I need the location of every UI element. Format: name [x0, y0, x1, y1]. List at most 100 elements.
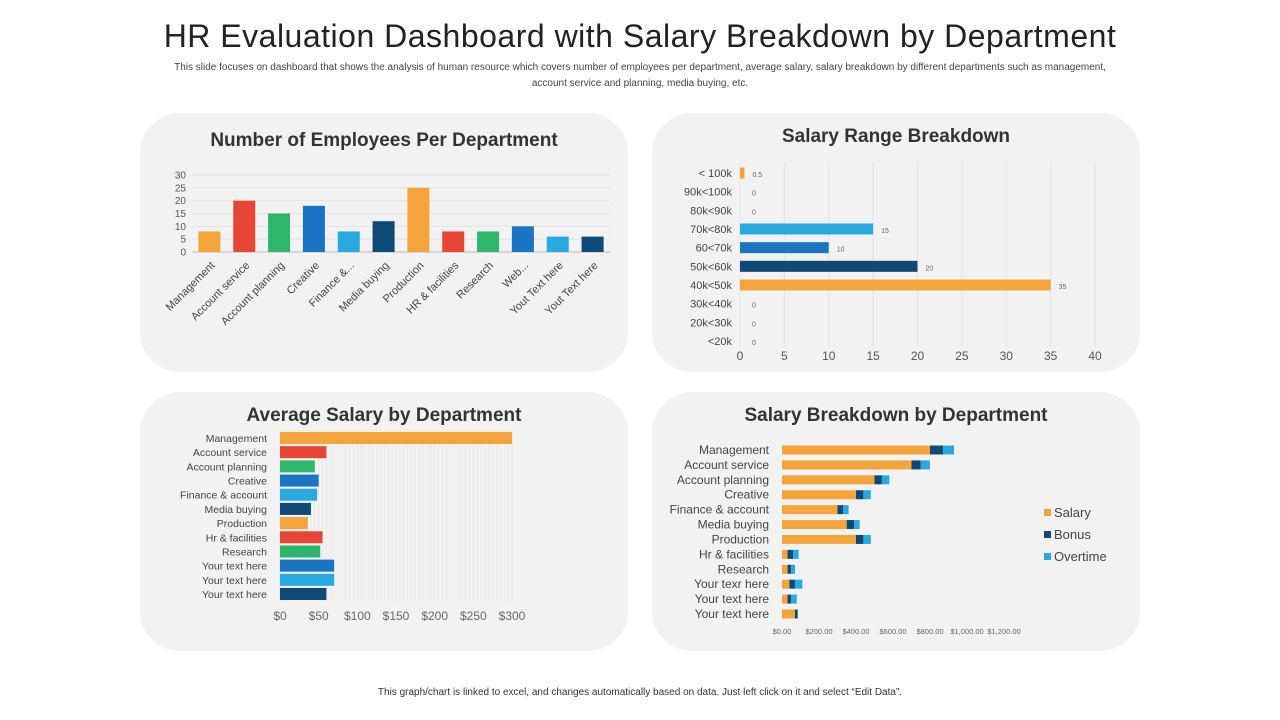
salary-breakdown-bar-segment: [930, 445, 943, 455]
salary-breakdown-x-tick: $1,000.00: [950, 627, 983, 636]
avg-salary-y-tick: Production: [217, 518, 267, 530]
employees-bar: [337, 231, 360, 252]
avg-salary-bar: [280, 474, 319, 487]
salary-breakdown-y-tick: Creative: [724, 488, 769, 502]
avg-salary-bar: [280, 573, 335, 586]
salary-breakdown-bar-segment: [874, 475, 882, 485]
salary-breakdown-chart-panel[interactable]: Salary Breakdown by Department $0.00 $200…: [652, 392, 1140, 651]
salary-breakdown-x-tick: $200.00: [805, 627, 832, 636]
salary-breakdown-legend-label: Salary: [1054, 505, 1091, 520]
avg-salary-bar: [280, 517, 308, 530]
salary-range-chart: 0 5 10 15 20 25 30 35 40 < 100k 0.5 90k<100k 0 80k<90…: [684, 163, 1102, 363]
employees-y-tick: 0: [180, 248, 186, 259]
avg-salary-bar: [280, 531, 323, 544]
employees-bar: [442, 231, 465, 252]
avg-salary-y-tick: Account planning: [186, 461, 267, 473]
employees-y-tick: 30: [175, 171, 187, 182]
salary-range-value-label: 35: [1059, 284, 1067, 291]
salary-breakdown-legend-swatch: [1044, 553, 1051, 560]
employees-y-tick: 15: [175, 209, 187, 220]
salary-breakdown-bar-segment: [856, 534, 864, 544]
salary-breakdown-bar-segment: [787, 594, 792, 604]
average-salary-chart-title: Average Salary by Department: [246, 405, 522, 426]
avg-salary-y-tick: Research: [222, 546, 267, 558]
salary-range-x-tick: 30: [1000, 349, 1014, 363]
salary-range-value-label: 0: [752, 191, 756, 198]
salary-breakdown-x-tick: $800.00: [916, 627, 943, 636]
salary-range-x-tick: 10: [822, 349, 836, 363]
salary-breakdown-bar-segment: [856, 490, 864, 500]
salary-breakdown-x-tick: $0.00: [773, 627, 792, 636]
employees-bar: [372, 221, 395, 252]
salary-range-y-tick: 70k<80k: [690, 224, 732, 236]
avg-salary-bar: [280, 432, 512, 444]
salary-breakdown-y-tick: Your texr here: [694, 577, 769, 591]
salary-breakdown-bar-segment: [881, 475, 890, 485]
salary-breakdown-bar-segment: [793, 549, 799, 559]
avg-salary-bar: [280, 588, 327, 600]
employees-chart-panel[interactable]: Number of Employees Per Department 0 5 10 1…: [140, 113, 628, 372]
salary-breakdown-bar-segment: [863, 490, 871, 500]
salary-breakdown-legend-swatch: [1044, 509, 1051, 516]
employees-x-tick: Research: [454, 260, 496, 302]
avg-salary-y-tick: Your text here: [202, 561, 267, 573]
salary-range-bar: [740, 279, 1051, 291]
salary-range-value-label: 0.5: [752, 172, 762, 179]
avg-salary-bar: [280, 502, 311, 515]
salary-range-y-tick: 50k<60k: [690, 261, 732, 273]
salary-range-x-tick: 0: [737, 349, 744, 363]
salary-breakdown-bar-segment: [789, 579, 795, 589]
salary-range-bar: [740, 242, 829, 254]
salary-range-x-tick: 40: [1088, 349, 1102, 363]
salary-range-y-tick: 40k<50k: [690, 280, 732, 292]
salary-range-x-tick: 20: [911, 349, 925, 363]
salary-breakdown-bar-segment: [782, 490, 856, 500]
salary-range-y-tick: <20k: [708, 336, 733, 348]
salary-breakdown-legend-label: Overtime: [1054, 549, 1107, 564]
salary-breakdown-legend-label: Bonus: [1054, 527, 1091, 542]
salary-range-bar: [740, 167, 745, 179]
salary-range-chart-title: Salary Range Breakdown: [781, 126, 1011, 147]
salary-breakdown-bar-segment: [854, 520, 860, 530]
salary-breakdown-bar-segment: [782, 505, 838, 515]
average-salary-chart: $0 $50 $100 $150 $200 $250 $300 Management Accou…: [180, 430, 526, 623]
salary-breakdown-bar-segment: [782, 609, 795, 619]
employees-bar: [233, 200, 256, 252]
salary-breakdown-bar-segment: [863, 534, 871, 544]
salary-breakdown-bar-segment: [787, 564, 792, 574]
avg-salary-y-tick: Creative: [228, 476, 267, 488]
salary-range-x-tick: 25: [955, 349, 969, 363]
salary-range-bar: [740, 223, 874, 235]
avg-salary-x-tick: $100: [344, 609, 371, 623]
avg-salary-y-tick: Account service: [193, 447, 267, 459]
salary-range-value-label: 0: [752, 209, 756, 216]
salary-breakdown-bar-segment: [920, 460, 930, 470]
salary-breakdown-bar-segment: [782, 445, 930, 455]
employees-bar: [268, 213, 291, 252]
salary-breakdown-y-tick: Finance & account: [670, 503, 770, 517]
salary-range-value-label: 0: [752, 303, 756, 310]
page-title: HR Evaluation Dashboard with Salary Brea…: [163, 18, 1117, 54]
employees-y-tick: 25: [175, 183, 187, 194]
salary-breakdown-bar-segment: [782, 520, 847, 530]
employees-bar: [302, 205, 325, 252]
salary-breakdown-chart: $0.00 $200.00 $400.00 $600.00 $800.00 $1,000.…: [670, 443, 1107, 636]
salary-breakdown-x-tick: $1,200.00: [987, 627, 1020, 636]
salary-breakdown-y-tick: Management: [699, 443, 770, 457]
salary-breakdown-bar-segment: [843, 505, 849, 515]
salary-breakdown-bar-segment: [791, 564, 795, 574]
average-salary-chart-panel[interactable]: Average Salary by Department $0 $50 $100 $1…: [140, 392, 628, 651]
salary-range-y-tick: 20k<30k: [690, 317, 732, 329]
salary-range-chart-panel[interactable]: Salary Range Breakdown 0 5 10 15 20 25 30 35 40 <…: [652, 113, 1140, 372]
employees-chart-title: Number of Employees Per Department: [210, 130, 558, 151]
avg-salary-bar: [280, 488, 318, 501]
salary-breakdown-bar-segment: [782, 579, 790, 589]
salary-breakdown-y-tick: Your text here: [695, 592, 770, 606]
salary-breakdown-bar-segment: [782, 460, 912, 470]
salary-range-y-tick: 30k<40k: [690, 299, 732, 311]
salary-breakdown-legend-swatch: [1044, 531, 1051, 538]
salary-breakdown-x-tick: $400.00: [842, 627, 869, 636]
salary-range-y-tick: < 100k: [699, 168, 733, 180]
salary-range-value-label: 15: [881, 228, 889, 235]
